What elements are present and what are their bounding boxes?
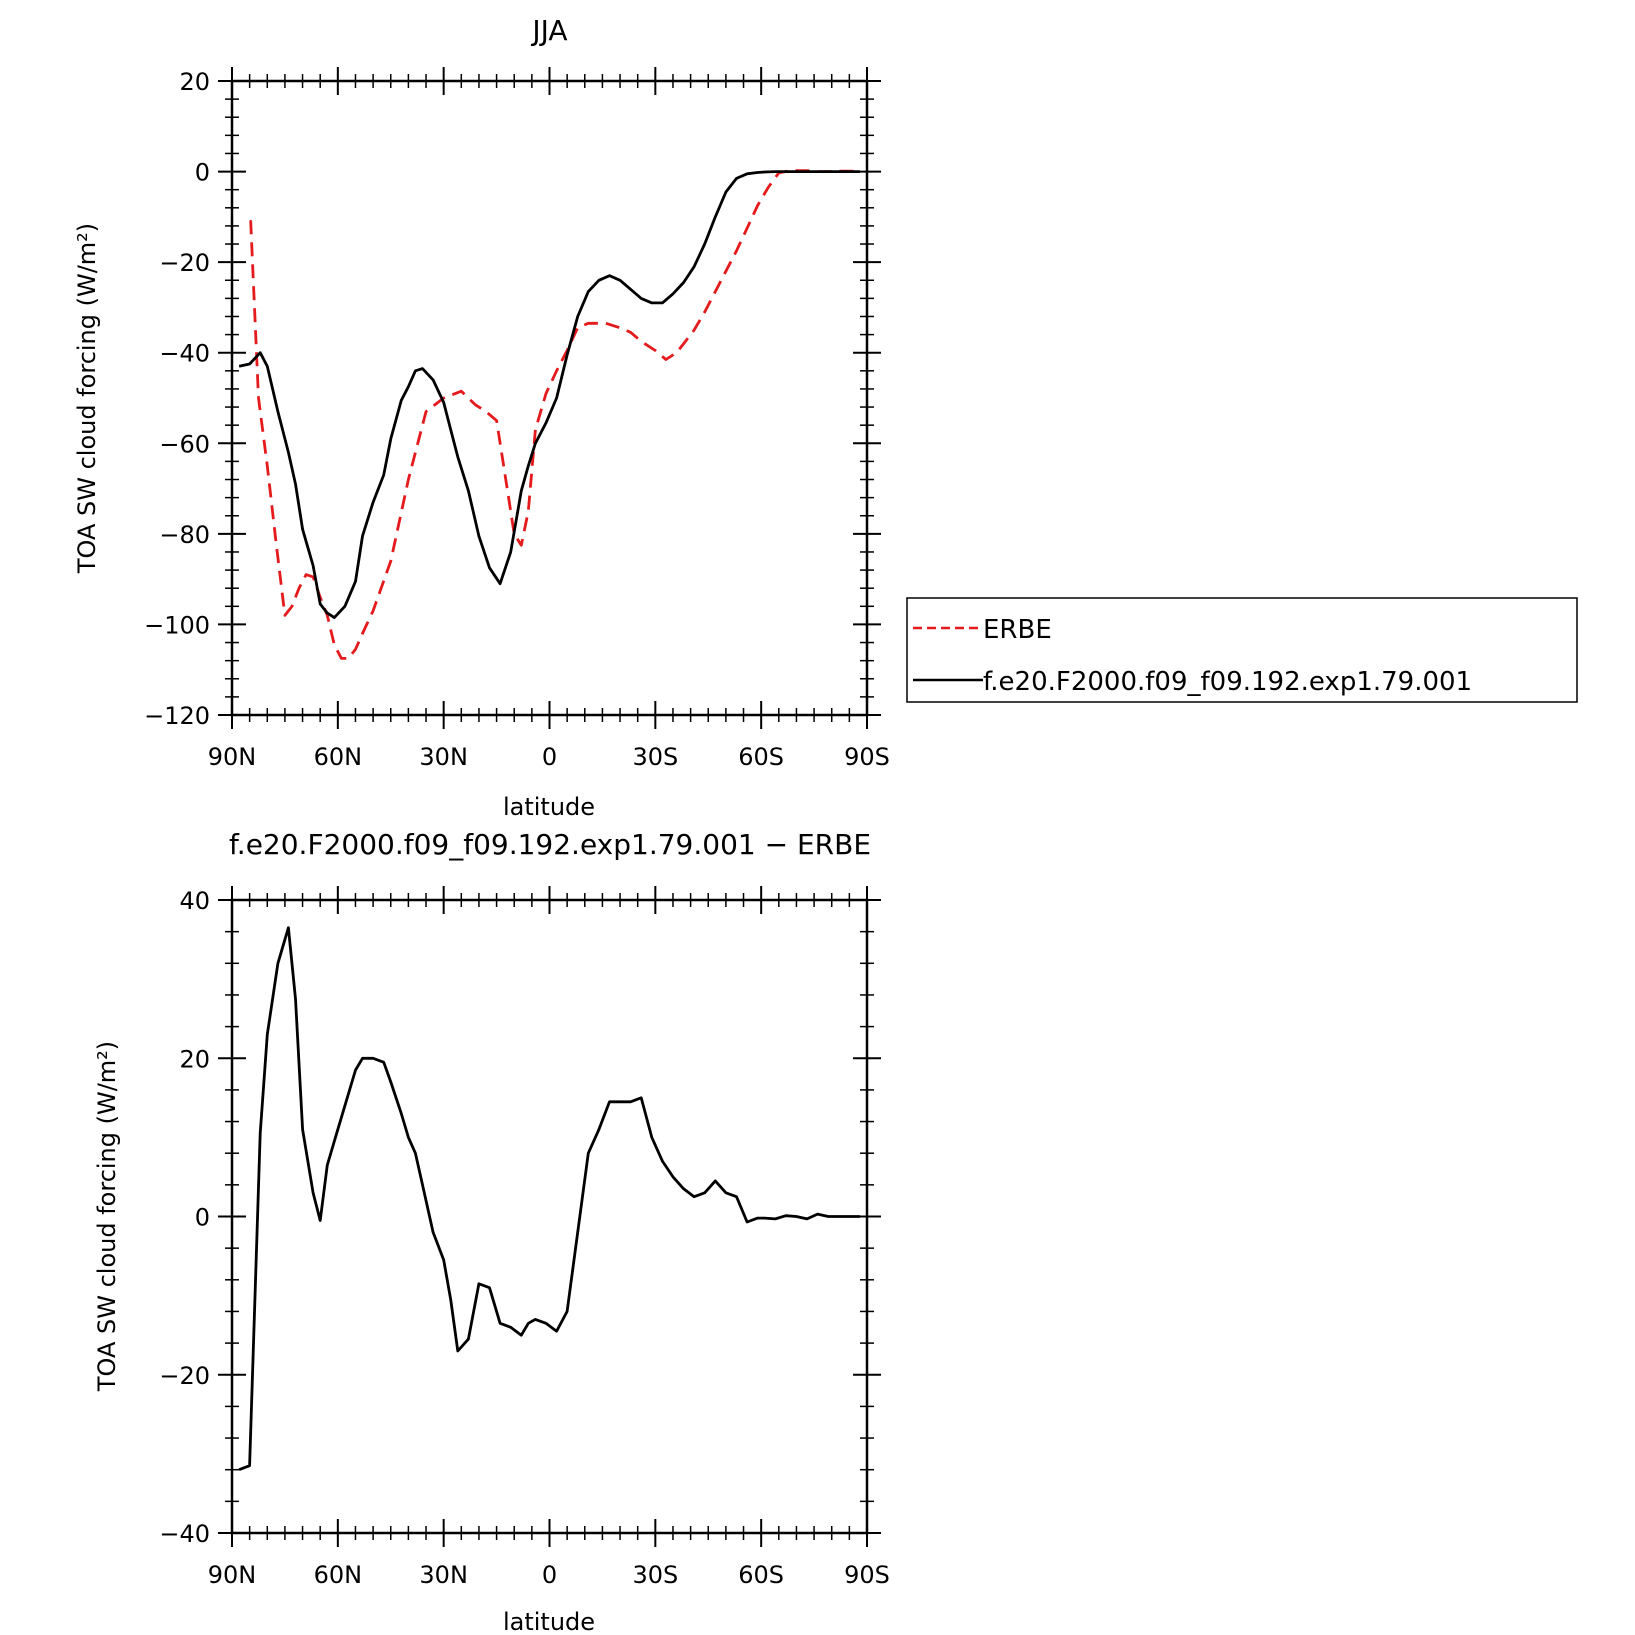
legend-label-erbe: ERBE bbox=[983, 615, 1052, 645]
top-chart-ytick-label: 0 bbox=[195, 159, 210, 187]
top-chart-xtick-labels: 90N 60N 30N 0 30S 60S 90S bbox=[208, 743, 890, 771]
top-chart-xtick-label: 90S bbox=[844, 743, 890, 771]
bottom-chart-xtick-label: 0 bbox=[542, 1561, 557, 1589]
top-chart-ytick-label: −40 bbox=[159, 340, 210, 368]
top-chart-xlabel: latitude bbox=[503, 793, 595, 821]
top-chart-ticks bbox=[218, 67, 881, 729]
legend: ERBE f.e20.F2000.f09_f09.192.exp1.79.001 bbox=[906, 597, 1578, 703]
bottom-chart-ticks bbox=[218, 886, 881, 1547]
top-chart-xtick-label: 90N bbox=[208, 743, 257, 771]
legend-box bbox=[906, 597, 1578, 703]
bottom-chart-ytick-label: 0 bbox=[195, 1204, 210, 1232]
bottom-chart-series-difference-line bbox=[238, 926, 860, 1472]
top-chart-panel: JJA 20 0 −20 −40 −60 −80 −100 −120 90N 60N 30N 0 30… bbox=[73, 14, 890, 821]
top-chart-ytick-label: 20 bbox=[179, 68, 210, 96]
bottom-chart-xtick-label: 60S bbox=[738, 1561, 784, 1589]
top-chart-xtick-label: 0 bbox=[542, 743, 557, 771]
bottom-chart-title: f.e20.F2000.f09_f09.192.exp1.79.001 − ER… bbox=[229, 828, 871, 861]
bottom-chart-xtick-label: 60N bbox=[314, 1561, 363, 1589]
top-chart-xtick-label: 60N bbox=[314, 743, 363, 771]
bottom-chart-xtick-label: 30S bbox=[632, 1561, 678, 1589]
bottom-chart-ylabel: TOA SW cloud forcing (W/m²) bbox=[93, 1041, 121, 1392]
top-chart-series-erbe-line bbox=[249, 169, 860, 660]
bottom-chart-ytick-labels: 40 20 0 −20 −40 bbox=[159, 887, 210, 1548]
top-chart-ytick-label: −100 bbox=[144, 611, 210, 639]
top-chart-title: JJA bbox=[530, 14, 567, 47]
bottom-chart-ytick-label: −40 bbox=[159, 1520, 210, 1548]
bottom-chart-xtick-labels: 90N 60N 30N 0 30S 60S 90S bbox=[208, 1561, 890, 1589]
top-chart-ytick-labels: 20 0 −20 −40 −60 −80 −100 −120 bbox=[144, 68, 210, 730]
bottom-chart-ytick-label: −20 bbox=[159, 1362, 210, 1390]
top-chart-series-f-e20-f2000-f09-f09-192-exp1-79-001-line bbox=[238, 170, 860, 619]
bottom-chart-series bbox=[238, 926, 860, 1472]
top-chart-xtick-label: 30S bbox=[632, 743, 678, 771]
legend-label-model: f.e20.F2000.f09_f09.192.exp1.79.001 bbox=[983, 667, 1472, 697]
bottom-chart-ytick-label: 20 bbox=[179, 1045, 210, 1073]
top-chart-ytick-label: −120 bbox=[144, 702, 210, 730]
top-chart-ytick-label: −20 bbox=[159, 249, 210, 277]
bottom-chart-ytick-label: 40 bbox=[179, 887, 210, 915]
bottom-chart-xtick-label: 30N bbox=[419, 1561, 468, 1589]
bottom-chart-panel: f.e20.F2000.f09_f09.192.exp1.79.001 − ER… bbox=[93, 828, 890, 1635]
top-chart-series bbox=[238, 169, 860, 660]
top-chart-ylabel: TOA SW cloud forcing (W/m²) bbox=[73, 223, 101, 574]
top-chart-ytick-label: −60 bbox=[159, 430, 210, 458]
bottom-chart-xtick-label: 90N bbox=[208, 1561, 257, 1589]
top-chart-ytick-label: −80 bbox=[159, 521, 210, 549]
bottom-chart-plot-frame bbox=[230, 898, 869, 1535]
top-chart-xtick-label: 60S bbox=[738, 743, 784, 771]
bottom-chart-xtick-label: 90S bbox=[844, 1561, 890, 1589]
top-chart-xtick-label: 30N bbox=[419, 743, 468, 771]
bottom-chart-xlabel: latitude bbox=[503, 1608, 595, 1635]
